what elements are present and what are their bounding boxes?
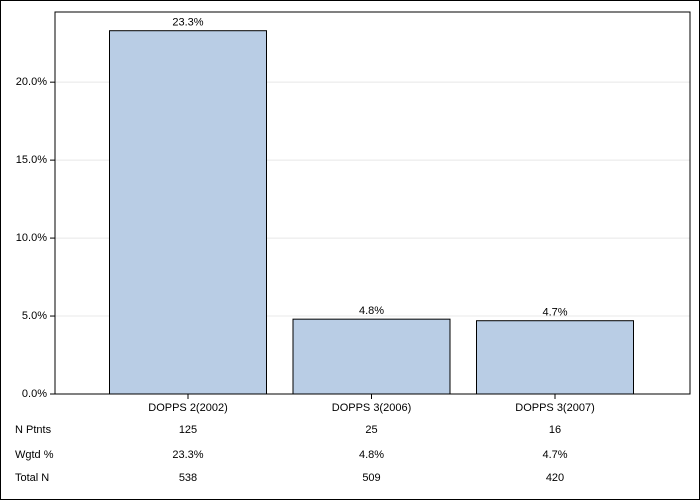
value-label: 4.7% <box>542 307 567 319</box>
table-cell: 4.8% <box>359 449 384 461</box>
table-cell: 509 <box>362 472 380 484</box>
bar <box>292 318 451 395</box>
value-label: 23.3% <box>172 17 203 29</box>
row-label: Total N <box>15 472 49 484</box>
y-tick-label: 20.0% <box>16 76 47 88</box>
plot-frame <box>54 11 691 395</box>
y-tick-label: 15.0% <box>16 154 47 166</box>
table-cell: 4.7% <box>542 449 567 461</box>
row-label: N Ptnts <box>15 424 52 436</box>
table-cell: 16 <box>549 424 561 436</box>
table-cell: 538 <box>179 472 197 484</box>
y-tick-label: 0.0% <box>22 388 47 400</box>
table-cell: 25 <box>365 424 377 436</box>
x-tick-label: DOPPS 3(2007) <box>515 402 594 414</box>
x-tick-label: DOPPS 2(2002) <box>148 402 227 414</box>
y-tick-label: 10.0% <box>16 232 47 244</box>
table-cell: 420 <box>546 472 564 484</box>
table-cell: 125 <box>179 424 197 436</box>
value-label: 4.8% <box>359 305 384 317</box>
bar <box>109 30 267 395</box>
y-tick-label: 5.0% <box>22 310 47 322</box>
bar <box>476 320 634 395</box>
table-cell: 23.3% <box>172 449 203 461</box>
x-tick-label: DOPPS 3(2006) <box>332 402 411 414</box>
row-label: Wgtd % <box>15 449 54 461</box>
